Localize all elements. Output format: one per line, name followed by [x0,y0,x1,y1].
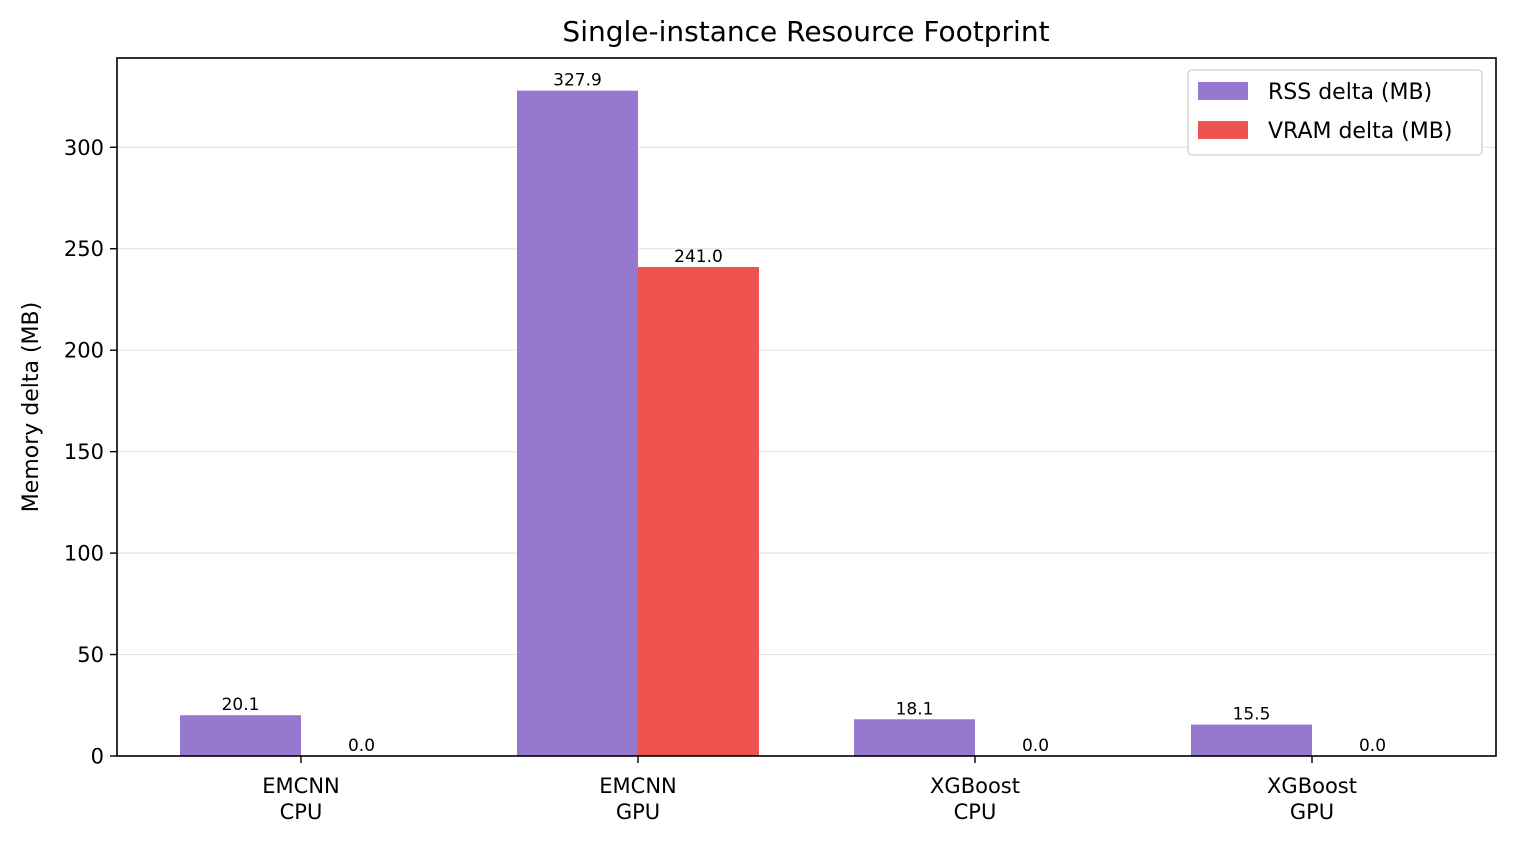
legend-swatch-rss [1198,82,1248,100]
y-tick-label-200: 200 [64,339,104,363]
x-tick-label-3-line-0: XGBoost [1267,774,1357,798]
legend-label-rss: RSS delta (MB) [1268,80,1432,105]
y-axis-label: Memory delta (MB) [19,302,44,512]
bar-value-label-vram-1: 241.0 [674,247,723,267]
x-tick-label-1-line-1: GPU [616,800,660,824]
y-tick-label-0: 0 [91,745,104,769]
x-tick-label-3-line-1: GPU [1290,800,1334,824]
y-tick-label-50: 50 [77,643,104,667]
x-tick-label-2-line-1: CPU [954,800,997,824]
y-tick-label-300: 300 [64,136,104,160]
legend: RSS delta (MB) VRAM delta (MB) [1187,69,1483,156]
legend-swatch-vram [1198,121,1248,139]
plot-frame [116,57,1497,757]
bar-vram-1 [638,266,759,756]
y-tick-label-250: 250 [64,237,104,261]
bars [180,90,1312,756]
x-tick-label-0-line-1: CPU [280,800,323,824]
x-tick-label-0-line-0: EMCNN [262,774,339,798]
y-tick-label-150: 150 [64,440,104,464]
gridlines [117,146,1496,656]
bar-value-label-rss-1: 327.9 [553,71,602,91]
y-tick-label-100: 100 [64,542,104,566]
legend-label-vram: VRAM delta (MB) [1268,119,1452,144]
bar-value-labels: 20.1 0.0 327.9 241.0 18.1 0.0 15.5 0.0 [222,71,1386,756]
bar-value-label-rss-0: 20.1 [222,695,260,715]
bar-value-label-rss-3: 15.5 [1233,705,1271,725]
x-tick-label-2-line-0: XGBoost [930,774,1020,798]
legend-box [1187,69,1483,156]
bar-value-label-vram-0: 0.0 [348,736,375,756]
bar-value-label-vram-3: 0.0 [1359,736,1386,756]
chart-title: Single-instance Resource Footprint [562,15,1049,48]
x-tick-label-1-line-0: EMCNN [599,774,676,798]
y-axis-ticks: 0 50 100 150 200 250 300 [64,136,117,769]
bar-value-label-vram-2: 0.0 [1022,736,1049,756]
bar-rss-1 [517,90,638,756]
bar-rss-2 [854,719,975,756]
bar-value-label-rss-2: 18.1 [896,699,934,719]
bar-rss-0 [180,715,301,756]
bar-rss-3 [1191,724,1312,756]
